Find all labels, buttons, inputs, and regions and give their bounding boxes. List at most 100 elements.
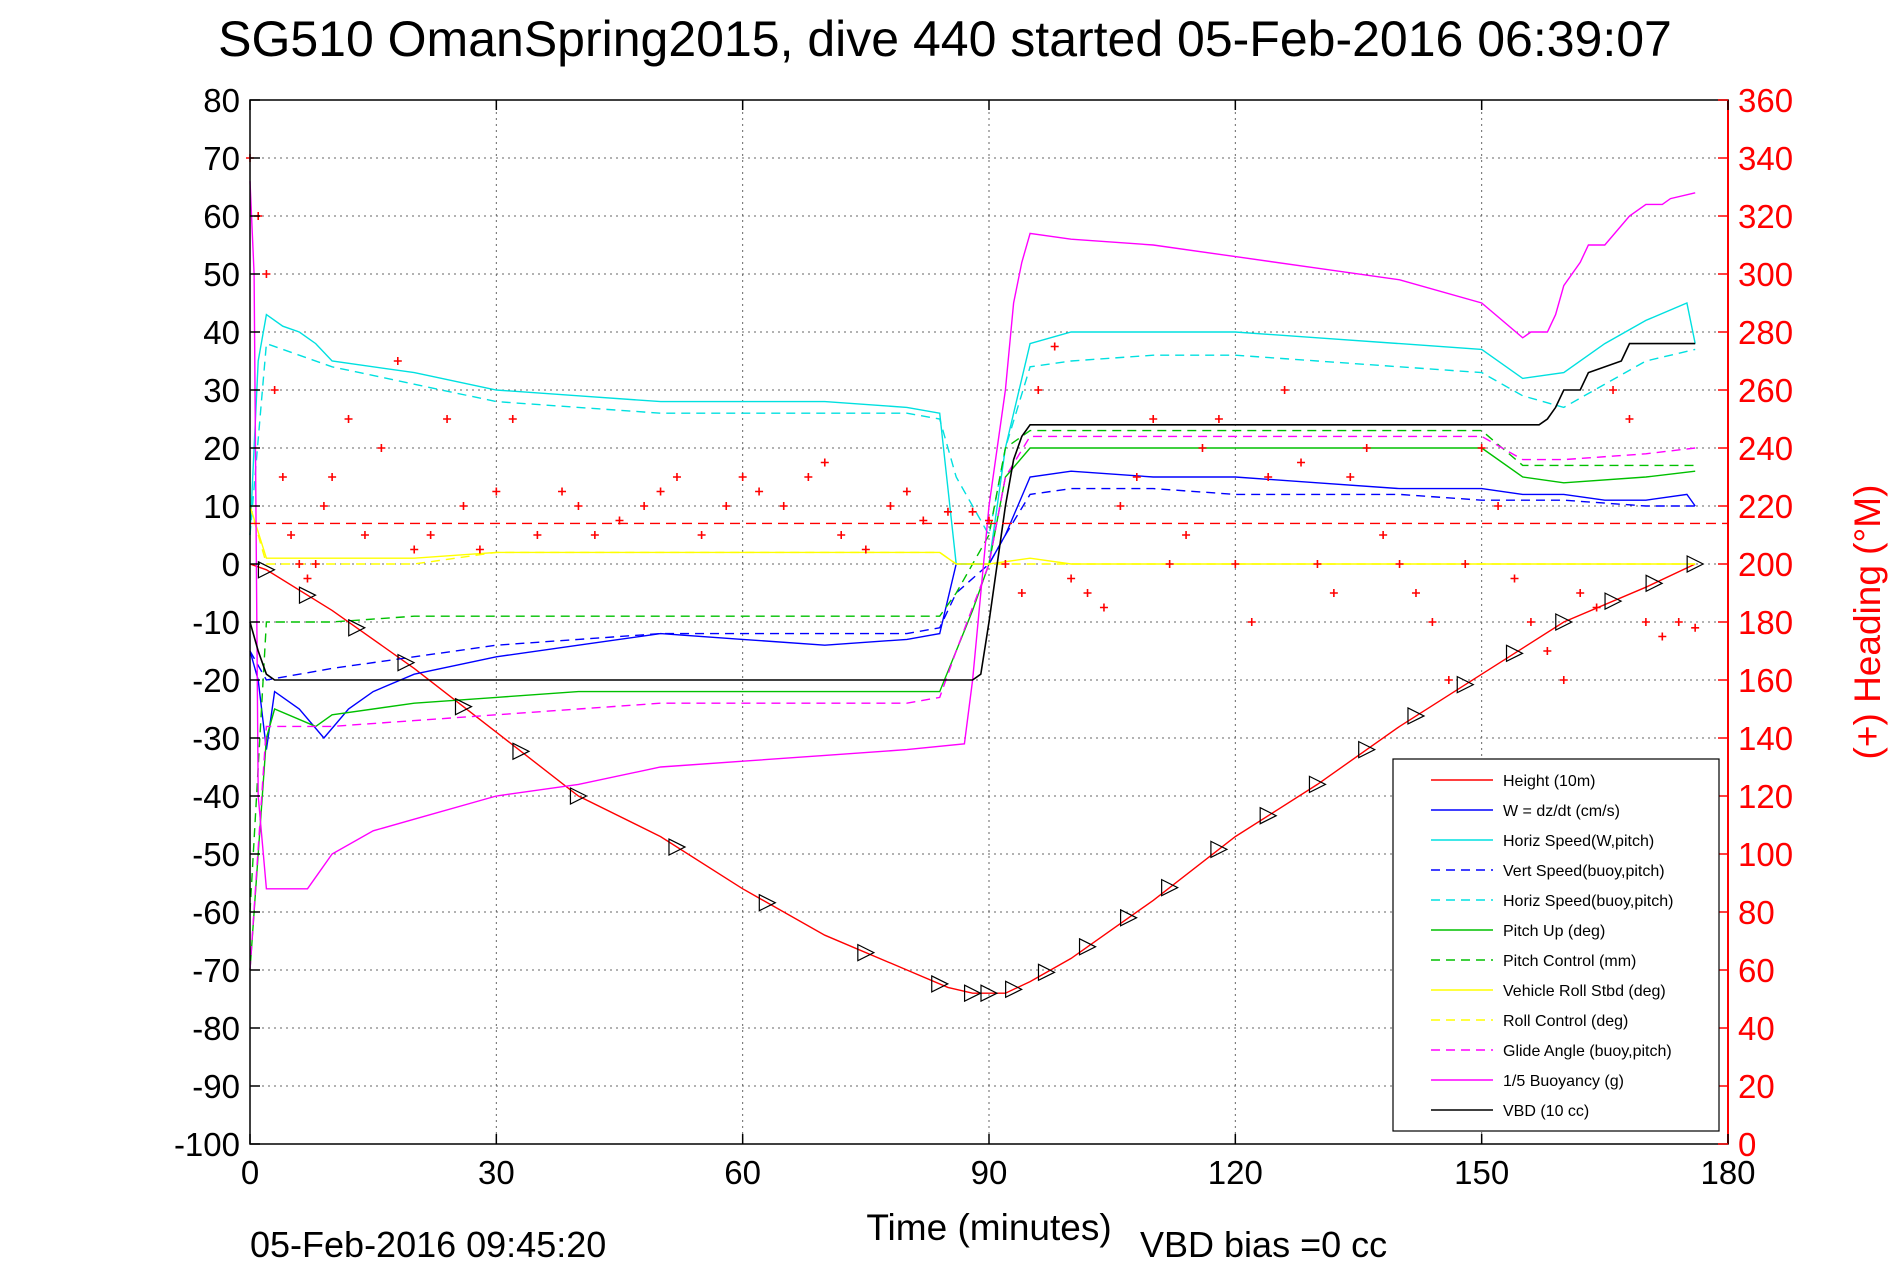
heading-point-14 — [393, 357, 402, 365]
heading-point-82 — [1609, 386, 1618, 394]
heading-point-39 — [886, 502, 895, 510]
depth-marker-6 — [569, 787, 588, 805]
heading-point-55 — [1165, 560, 1174, 568]
y2-tick-label: 220 — [1738, 488, 1793, 525]
depth-marker-1 — [298, 586, 317, 605]
y-tick-label: -100 — [174, 1126, 240, 1163]
depth-marker-28 — [1686, 555, 1705, 573]
heading-point-2 — [262, 270, 271, 278]
depth-marker-19 — [1259, 806, 1278, 825]
y-tick-label: -90 — [192, 1068, 240, 1105]
heading-point-74 — [1477, 444, 1486, 452]
heading-point-83 — [1625, 415, 1634, 423]
y-tick-label: -80 — [192, 1010, 240, 1047]
footer-vbd-bias: VBD bias =0 cc — [1140, 1224, 1387, 1262]
legend-entry-8: Roll Control (deg) — [1503, 1013, 1628, 1030]
depth-marker-10 — [931, 974, 950, 993]
legend-entry-9: Glide Angle (buoy,pitch) — [1503, 1043, 1672, 1060]
depth-marker-20 — [1308, 775, 1327, 794]
legend-entry-11: VBD (10 cc) — [1503, 1103, 1589, 1120]
y2-tick-label: 280 — [1738, 314, 1793, 351]
heading-point-3 — [270, 386, 279, 394]
heading-point-10 — [328, 473, 337, 481]
heading-point-49 — [1067, 574, 1076, 583]
heading-point-12 — [360, 531, 369, 539]
y2-tick-label: 100 — [1738, 836, 1793, 873]
y2-tick-label: 80 — [1738, 894, 1775, 931]
y-tick-label: 0 — [222, 546, 240, 583]
depth-marker-3 — [397, 653, 416, 672]
depth-marker-12 — [980, 984, 999, 1003]
y2-tick-label: 240 — [1738, 430, 1793, 467]
heading-point-17 — [443, 415, 452, 423]
depth-marker-22 — [1407, 706, 1426, 725]
heading-point-70 — [1411, 589, 1420, 597]
heading-point-32 — [738, 473, 747, 481]
heading-point-86 — [1674, 618, 1683, 626]
y-tick-label: 20 — [203, 430, 240, 467]
depth-marker-18 — [1210, 840, 1229, 859]
series-line-11 — [249, 342, 1696, 681]
heading-point-84 — [1641, 618, 1650, 626]
heading-point-11 — [344, 415, 353, 423]
x-tick-label: 120 — [1208, 1154, 1263, 1191]
heading-point-57 — [1198, 444, 1207, 452]
depth-marker-2 — [348, 618, 367, 637]
y2-tick-label: 160 — [1738, 662, 1793, 699]
heading-point-5 — [287, 531, 296, 539]
heading-point-46 — [1017, 589, 1026, 597]
heading-point-63 — [1297, 458, 1306, 467]
heading-point-13 — [377, 444, 386, 452]
depth-marker-23 — [1456, 675, 1475, 694]
heading-point-38 — [861, 545, 870, 554]
depth-marker-0 — [257, 560, 276, 579]
heading-point-30 — [697, 531, 706, 539]
heading-point-71 — [1428, 618, 1437, 626]
y-tick-label: -60 — [192, 894, 240, 931]
heading-point-21 — [508, 415, 517, 423]
heading-point-4 — [278, 473, 287, 481]
y2-tick-label: 140 — [1738, 720, 1793, 757]
heading-point-16 — [426, 531, 435, 539]
heading-point-24 — [574, 502, 583, 510]
y-tick-label: -10 — [192, 604, 240, 641]
x-tick-label: 90 — [971, 1154, 1008, 1191]
heading-point-43 — [968, 507, 977, 516]
heading-point-73 — [1461, 560, 1470, 568]
heading-point-15 — [410, 545, 419, 554]
legend-entry-1: W = dz/dt (cm/s) — [1503, 803, 1620, 820]
heading-point-60 — [1247, 618, 1256, 626]
y2-tick-label: 260 — [1738, 372, 1793, 409]
y2-tick-label: 180 — [1738, 604, 1793, 641]
y-tick-label: 70 — [203, 140, 240, 177]
heading-point-78 — [1543, 647, 1552, 655]
heading-point-87 — [1691, 623, 1700, 632]
y-tick-label: 30 — [203, 372, 240, 409]
heading-point-56 — [1182, 531, 1191, 539]
heading-point-58 — [1214, 415, 1223, 423]
y2-tick-labels: 3603403203002802602402202001801601401201… — [1718, 82, 1793, 1163]
y-tick-labels: 80 70 60 50 40 30 20 10 0 -10 -20 -30 -40 -50 -60 -70 -8… — [174, 82, 260, 1163]
x-tick-label: 60 — [724, 1154, 761, 1191]
heading-point-28 — [656, 487, 665, 496]
heading-point-27 — [640, 502, 649, 510]
y-tick-label: -50 — [192, 836, 240, 873]
y2-tick-label: 360 — [1738, 82, 1793, 119]
heading-point-8 — [311, 560, 320, 568]
series-line-10 — [249, 181, 1696, 890]
footer-timestamp: 05-Feb-2016 09:45:20 — [250, 1224, 606, 1262]
depth-marker-21 — [1358, 740, 1377, 759]
series-line-4 — [249, 342, 1696, 538]
y-tick-label: 60 — [203, 198, 240, 235]
heading-point-20 — [492, 487, 501, 496]
heading-point-9 — [319, 502, 328, 510]
heading-point-53 — [1132, 473, 1141, 481]
heading-point-31 — [722, 502, 731, 510]
y-tick-label: 10 — [203, 488, 240, 525]
heading-point-18 — [459, 502, 468, 510]
heading-marks — [246, 154, 1728, 684]
x-tick-label: 0 — [241, 1154, 259, 1191]
depth-marker-7 — [668, 838, 687, 857]
heading-point-54 — [1149, 415, 1158, 423]
heading-point-68 — [1379, 531, 1388, 539]
